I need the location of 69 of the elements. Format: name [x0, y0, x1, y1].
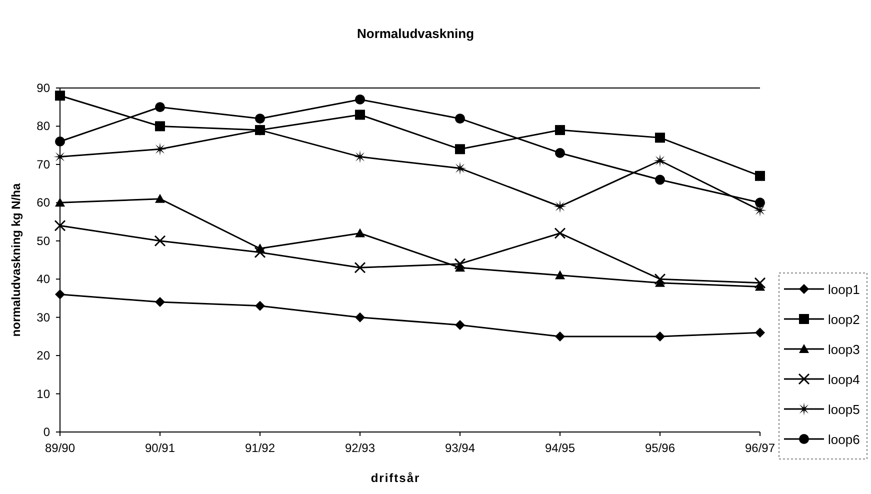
point [454, 162, 466, 175]
point [555, 331, 565, 342]
chart-title: Normaludvaskning [356, 26, 474, 41]
x-tick-label: 96/97 [744, 441, 776, 455]
point [55, 198, 65, 207]
point [155, 194, 165, 203]
x-tick-label: 93/94 [444, 441, 476, 455]
x-tick-label: 94/95 [544, 441, 576, 455]
point [55, 136, 65, 147]
x-tick-label: 95/96 [644, 441, 676, 455]
y-tick-label: 80 [36, 119, 50, 134]
point [754, 204, 766, 217]
point [455, 320, 465, 330]
point [355, 94, 365, 104]
y-axis-title: normaludvaskning kg N/ha [9, 183, 23, 337]
point [354, 150, 366, 164]
point [355, 312, 365, 322]
y-tick-label: 50 [36, 234, 50, 248]
point [354, 262, 366, 274]
point [54, 150, 66, 164]
point [455, 114, 465, 124]
x-tick-label: 92/93 [344, 441, 376, 455]
point [655, 331, 665, 342]
point [255, 114, 265, 124]
x-tick-label: 89/90 [44, 441, 76, 455]
point [754, 277, 766, 289]
legend-label: loop5 [828, 402, 860, 417]
point [755, 170, 765, 181]
y-tick-label: 60 [36, 196, 50, 210]
point [255, 300, 265, 311]
y-tick-label: 30 [36, 310, 50, 324]
y-tick-label: 0 [43, 425, 50, 439]
point [555, 270, 565, 280]
point [755, 328, 765, 338]
x-axis-title: driftsår [370, 471, 420, 485]
point [755, 198, 765, 208]
point [55, 289, 65, 300]
point [655, 174, 665, 185]
point [154, 235, 166, 247]
legend-label: loop6 [828, 432, 860, 447]
y-tick-label: 70 [36, 157, 50, 172]
point [254, 246, 266, 258]
point [655, 132, 665, 143]
point [455, 144, 465, 154]
point [55, 90, 65, 101]
y-tick-label: 40 [36, 272, 50, 286]
point [555, 148, 565, 158]
y-tick-label: 90 [36, 81, 50, 95]
legend-label: loop1 [828, 282, 860, 297]
y-tick-label: 10 [36, 386, 50, 401]
point [355, 110, 365, 120]
point [555, 125, 565, 136]
legend-label: loop2 [828, 312, 860, 327]
point [454, 258, 466, 270]
y-tick-label: 20 [36, 348, 50, 363]
point [355, 228, 365, 238]
x-tick-label: 91/92 [244, 441, 276, 455]
point [554, 200, 566, 213]
point [154, 142, 166, 156]
point [54, 220, 66, 232]
legend-label: loop3 [828, 342, 860, 357]
point [654, 273, 666, 285]
legend-label: loop4 [828, 372, 860, 387]
point [554, 227, 566, 239]
point [155, 121, 165, 132]
point [155, 297, 165, 308]
point [155, 102, 165, 112]
x-tick-label: 90/91 [144, 441, 176, 455]
point [654, 154, 666, 168]
